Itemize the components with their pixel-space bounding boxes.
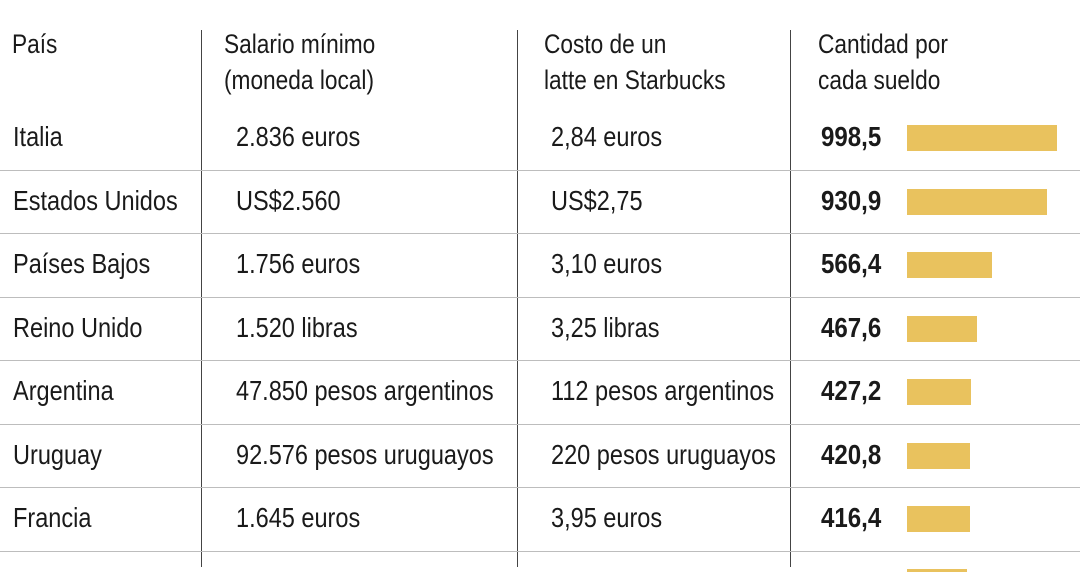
count-bar [907, 506, 970, 532]
country-cell: Italia [13, 121, 63, 152]
country-cell: Reino Unido [13, 311, 143, 343]
header-count: Cantidad por cada sueldo [818, 26, 948, 98]
latte-cell: US$2,75 [551, 184, 643, 216]
row-separator [0, 360, 1080, 361]
header-wage-line: Salario mínimo [224, 29, 376, 59]
row-separator [0, 424, 1080, 425]
count-bar [907, 442, 971, 469]
country-cell: Uruguay [13, 438, 102, 470]
wage-cell: 1.645 euros [236, 502, 361, 533]
row-separator [0, 233, 1080, 234]
header-count-line: cada sueldo [818, 65, 941, 95]
count-value: 467,6 [821, 311, 882, 343]
count-value: 427,2 [821, 375, 882, 406]
count-bar [907, 315, 978, 342]
count-value: 998,5 [821, 121, 882, 152]
wage-cell: 1.756 euros [236, 248, 361, 279]
latte-cell: 3,95 euros [551, 502, 663, 533]
row-separator [0, 170, 1080, 171]
wage-cell: 92.576 pesos uruguayos [236, 438, 494, 470]
count-bar [907, 252, 993, 278]
country-cell: Argentina [13, 375, 114, 406]
wage-cell: US$2.560 [236, 184, 341, 216]
header-wage-line: (moneda local) [224, 65, 375, 95]
wage-cell: 1.520 libras [236, 311, 358, 343]
latte-cell: 3,10 euros [551, 248, 663, 279]
header-latte-line: Costo de un [544, 29, 667, 59]
country-cell: Francia [13, 502, 92, 533]
latte-cell: 220 pesos uruguayos [551, 438, 776, 470]
count-value: 420,8 [821, 438, 882, 470]
wage-cell: 2.836 euros [236, 121, 361, 152]
count-value: 416,4 [821, 502, 882, 533]
column-divider [790, 30, 791, 567]
count-bar [907, 379, 972, 405]
header-country: País [12, 26, 57, 62]
row-separator [0, 551, 1080, 552]
header-count-line: Cantidad por [818, 29, 948, 59]
country-cell: Estados Unidos [13, 184, 178, 216]
count-value: 930,9 [821, 184, 882, 216]
wage-cell: 47.850 pesos argentinos [236, 375, 494, 406]
latte-cell: 3,25 libras [551, 311, 660, 343]
header-wage: Salario mínimo (moneda local) [224, 26, 375, 98]
count-value: 566,4 [821, 248, 882, 279]
count-bar [907, 125, 1057, 151]
header-latte-line: latte en Starbucks [544, 65, 726, 95]
latte-cell: 112 pesos argentinos [551, 375, 775, 406]
column-divider [201, 30, 202, 567]
count-bar [907, 188, 1047, 215]
count-bar-partial [907, 568, 967, 572]
header-latte: Costo de un latte en Starbucks [544, 26, 726, 98]
latte-cell: 2,84 euros [551, 121, 663, 152]
country-cell: Países Bajos [13, 248, 151, 279]
row-separator [0, 297, 1080, 298]
column-divider [517, 30, 518, 567]
header-country-line: País [12, 29, 58, 59]
row-separator [0, 487, 1080, 488]
